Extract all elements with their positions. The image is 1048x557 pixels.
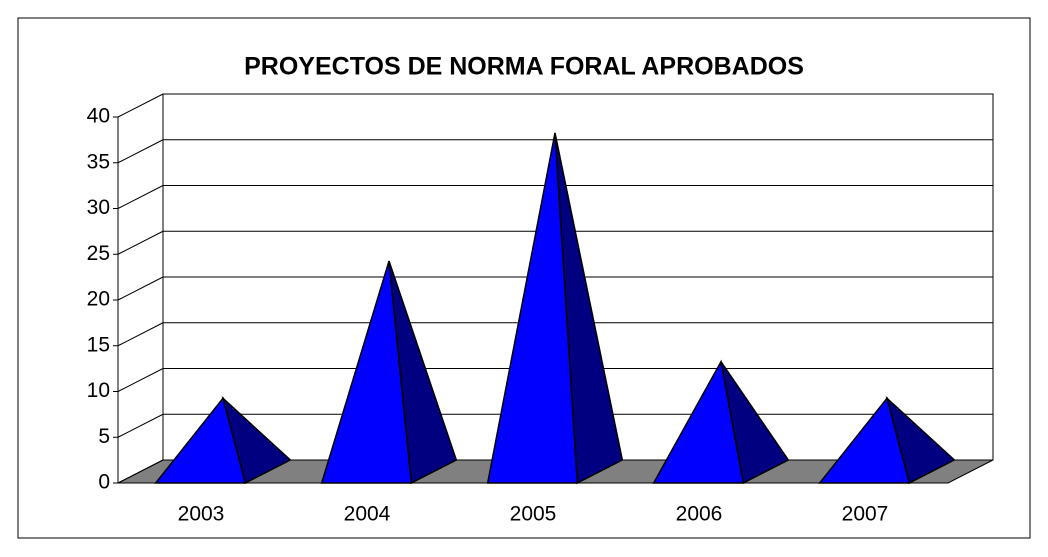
side-grid-line xyxy=(117,322,164,347)
side-grid-line xyxy=(117,93,164,118)
y-tick-label: 30 xyxy=(87,196,110,219)
side-grid-line xyxy=(117,230,164,255)
y-tick-label: 35 xyxy=(87,150,110,173)
y-tick-label: 5 xyxy=(98,425,110,448)
y-tick-label: 20 xyxy=(87,288,110,311)
x-tick-label: 2006 xyxy=(676,503,723,526)
x-tick-label: 2005 xyxy=(510,503,557,526)
y-tick-label: 25 xyxy=(87,242,110,265)
x-tick-label: 2004 xyxy=(344,503,391,526)
y-tick-label: 0 xyxy=(98,471,110,494)
pyramid-front xyxy=(818,396,911,484)
x-tick-label: 2007 xyxy=(842,503,889,526)
y-tick-label: 15 xyxy=(87,333,110,356)
side-grid-line xyxy=(117,276,164,301)
side-grid-line xyxy=(117,413,164,438)
side-grid-line xyxy=(117,139,164,164)
y-tick-label: 10 xyxy=(87,379,110,402)
pyramid-front xyxy=(652,359,745,484)
side-grid-line xyxy=(117,368,164,392)
y-tick-label: 40 xyxy=(87,105,110,128)
pyramid-front xyxy=(320,260,413,484)
x-tick-label: 2003 xyxy=(178,503,225,526)
chart-title: PROYECTOS DE NORMA FORAL APROBADOS xyxy=(244,53,804,81)
side-grid-line xyxy=(117,459,164,484)
side-grid-line xyxy=(117,185,164,209)
pyramid-front xyxy=(154,396,247,484)
pyramid-front xyxy=(486,132,579,484)
